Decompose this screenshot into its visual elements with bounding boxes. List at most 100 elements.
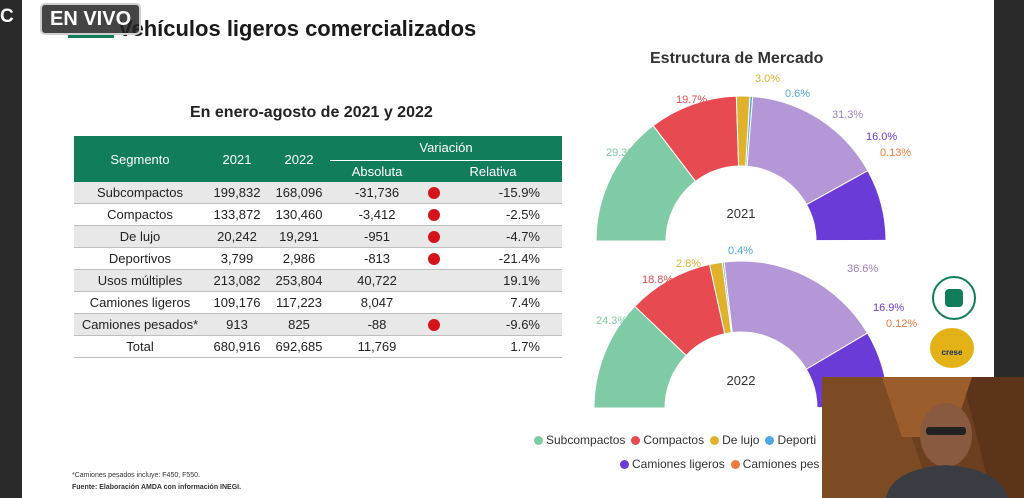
table-row: Subcompactos 199,832 168,096 -31,736 -15.9%: [74, 182, 562, 204]
cell-segment: Usos múltiples: [74, 269, 206, 292]
footnote-source: Fuente: Elaboración AMDA con información…: [72, 484, 242, 491]
cell-2021: 109,176: [206, 291, 268, 314]
legend-swatch: [710, 436, 720, 446]
legend-label: Deporti: [777, 433, 817, 447]
segment-table: Segmento 2021 2022 Variación Absoluta Re…: [74, 136, 562, 358]
overlay-corner-text: C: [0, 6, 14, 27]
negative-indicator-dot: [428, 318, 440, 331]
cell-segment: Camiones pesados*: [74, 313, 206, 336]
donut-year-label: 2022: [727, 373, 756, 388]
cell-absolute: 11,769: [330, 335, 424, 358]
table-row: Compactos 133,872 130,460 -3,412 -2.5%: [74, 203, 562, 226]
cell-2022: 253,804: [268, 269, 330, 292]
header-segment: Segmento: [74, 136, 206, 182]
cell-relative: 1.7%: [424, 335, 562, 358]
cell-2022: 692,685: [268, 335, 330, 358]
data-label: 29.3%: [606, 147, 637, 159]
negative-indicator-dot: [428, 252, 440, 265]
chart-title: Estructura de Mercado: [650, 50, 824, 67]
data-label: 19.7%: [676, 94, 707, 106]
slice-2021-camiones-pesados: [815, 239, 887, 242]
data-label: 18.8%: [642, 274, 673, 286]
negative-indicator-dot: [428, 230, 440, 243]
cell-2021: 133,872: [206, 203, 268, 226]
donut-year-label: 2021: [727, 206, 756, 221]
relative-value: -21.4%: [498, 251, 540, 266]
data-label: 3.0%: [755, 73, 780, 85]
cell-absolute: -31,736: [330, 182, 424, 204]
page-title: Vehículos ligeros comercializados: [118, 16, 477, 41]
cell-2022: 168,096: [268, 182, 330, 204]
relative-value: -9.6%: [506, 317, 540, 332]
legend-label: Camiones ligeros: [632, 457, 725, 471]
cell-2022: 117,223: [268, 291, 330, 314]
header-variation: Variación: [330, 136, 562, 161]
table-row: Total 680,916 692,685 11,769 1.7%: [74, 335, 562, 358]
cell-relative: -9.6%: [424, 313, 562, 336]
cell-relative: 19.1%: [424, 269, 562, 292]
legend-item: Camiones pes: [730, 457, 820, 471]
cell-segment: Camiones ligeros: [74, 291, 206, 314]
table-row: De lujo 20,242 19,291 -951 -4.7%: [74, 225, 562, 248]
cell-2022: 130,460: [268, 203, 330, 226]
legend-swatch: [730, 460, 740, 470]
cell-2022: 825: [268, 313, 330, 336]
negative-indicator-dot: [428, 186, 440, 199]
header-absolute: Absoluta: [330, 160, 424, 182]
legend-row-1: Subcompactos Compactos De lujo Deporti: [534, 433, 822, 447]
cell-relative: -21.4%: [424, 247, 562, 270]
cell-relative: -4.7%: [424, 225, 562, 248]
footnote-heavy-trucks: *Camiones pesados incluye: F450, F550.: [72, 472, 201, 479]
data-label: 0.6%: [785, 88, 810, 100]
relative-value: -15.9%: [498, 185, 540, 200]
data-label: 2.8%: [676, 258, 701, 270]
cell-absolute: -88: [330, 313, 424, 336]
cell-2022: 2,986: [268, 247, 330, 270]
cell-absolute: -3,412: [330, 203, 424, 226]
cell-absolute: 40,722: [330, 269, 424, 292]
table-row: Camiones pesados* 913 825 -88 -9.6%: [74, 313, 562, 336]
data-label: 31.3%: [832, 109, 863, 121]
data-label: 0.13%: [880, 147, 911, 159]
data-label: 16.0%: [866, 131, 897, 143]
cell-segment: Total: [74, 335, 206, 358]
table-subtitle: En enero-agosto de 2021 y 2022: [190, 104, 433, 121]
legend-label: Compactos: [643, 433, 705, 447]
legend-swatch: [765, 436, 775, 446]
cell-2021: 680,916: [206, 335, 268, 358]
webcam-presenter: [822, 377, 1024, 498]
relative-value: -2.5%: [506, 207, 540, 222]
cell-relative: -2.5%: [424, 203, 562, 226]
data-label: 0.4%: [728, 245, 753, 257]
cell-segment: Compactos: [74, 203, 206, 226]
cell-2021: 913: [206, 313, 268, 336]
cell-relative: -15.9%: [424, 182, 562, 204]
header-relative: Relativa: [424, 160, 562, 182]
crese-logo: crese: [930, 328, 974, 368]
legend-item: Camiones ligeros: [620, 457, 725, 471]
cell-segment: De lujo: [74, 225, 206, 248]
crese-logo-text: crese: [941, 348, 963, 357]
cell-absolute: -951: [330, 225, 424, 248]
legend-label: Subcompactos: [546, 433, 626, 447]
relative-value: 1.7%: [510, 339, 540, 354]
legend-swatch: [631, 436, 641, 446]
header-2022: 2022: [268, 136, 330, 182]
data-label: 16.9%: [873, 302, 904, 314]
cell-2021: 20,242: [206, 225, 268, 248]
relative-value: 7.4%: [510, 295, 540, 310]
title-accent-bar: [68, 33, 114, 38]
header-2021: 2021: [206, 136, 268, 182]
table-row: Deportivos 3,799 2,986 -813 -21.4%: [74, 247, 562, 270]
table-body: Subcompactos 199,832 168,096 -31,736 -15.9% C…: [74, 182, 562, 358]
cell-segment: Subcompactos: [74, 182, 206, 204]
legend-label: Camiones pes: [742, 457, 820, 471]
negative-indicator-dot: [428, 208, 440, 221]
cell-2021: 3,799: [206, 247, 268, 270]
legend-item: Subcompactos: [534, 433, 625, 447]
table-row: Camiones ligeros 109,176 117,223 8,047 7.4%: [74, 291, 562, 314]
data-label: 24.3%: [596, 315, 627, 327]
cell-2021: 199,832: [206, 182, 268, 204]
data-label: 0.12%: [886, 318, 917, 330]
